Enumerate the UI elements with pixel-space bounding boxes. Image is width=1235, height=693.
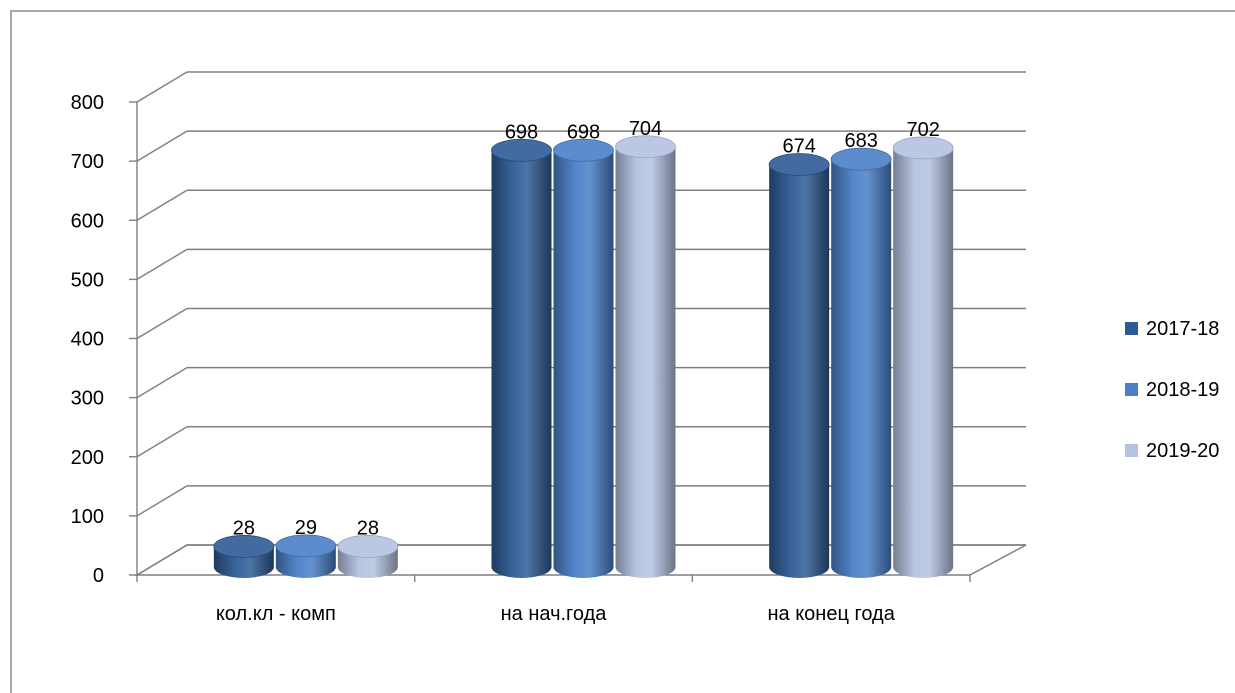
x-category-label: на конец года bbox=[767, 603, 895, 625]
legend-swatch bbox=[1125, 444, 1138, 457]
y-axis-ticks: 0 100 200 300 400 500 600 700 800 bbox=[71, 92, 137, 587]
y-tick-label: 500 bbox=[71, 269, 104, 291]
y-tick-label: 100 bbox=[71, 506, 104, 528]
legend-label: 2017-18 bbox=[1146, 318, 1219, 340]
bar bbox=[615, 135, 676, 578]
bars bbox=[213, 135, 954, 578]
data-label: 702 bbox=[906, 119, 939, 141]
bar bbox=[892, 136, 954, 578]
y-tick-label: 400 bbox=[71, 329, 104, 351]
data-label: 698 bbox=[567, 121, 600, 143]
y-tick-label: 300 bbox=[71, 388, 104, 410]
data-labels: 28 29 28 698 698 704 674 683 702 bbox=[233, 118, 940, 540]
x-category-label: на нач.года bbox=[501, 603, 608, 625]
category-labels: кол.кл - комп на нач.года на конец года bbox=[216, 603, 896, 625]
legend: 2017-18 2018-19 2019-20 bbox=[1125, 318, 1219, 462]
y-tick-label: 800 bbox=[71, 92, 104, 114]
gridline-depth bbox=[136, 248, 188, 280]
data-label: 704 bbox=[629, 118, 662, 140]
data-label: 29 bbox=[295, 517, 317, 539]
gridline-depth bbox=[136, 485, 188, 517]
gridline-depth bbox=[136, 71, 188, 103]
y-tick-label: 600 bbox=[71, 210, 104, 232]
y-tick-label: 700 bbox=[71, 151, 104, 173]
data-label: 28 bbox=[357, 517, 379, 539]
gridline-depth bbox=[136, 189, 188, 221]
x-category-label: кол.кл - комп bbox=[216, 603, 336, 625]
bar bbox=[553, 138, 614, 578]
bar bbox=[491, 138, 552, 578]
y-tick-label: 0 bbox=[93, 565, 104, 587]
bar bbox=[275, 534, 337, 578]
bar bbox=[768, 153, 830, 578]
data-label: 674 bbox=[782, 135, 815, 157]
gridline-depth bbox=[136, 426, 188, 458]
legend-label: 2018-19 bbox=[1146, 379, 1219, 401]
gridline-depth bbox=[136, 544, 188, 576]
legend-swatch bbox=[1125, 383, 1138, 396]
legend-swatch bbox=[1125, 322, 1138, 335]
data-label: 698 bbox=[505, 121, 538, 143]
chart-border bbox=[10, 10, 1235, 693]
x-axis bbox=[136, 575, 971, 582]
bar bbox=[830, 147, 892, 578]
gridline-depth bbox=[136, 130, 188, 162]
legend-label: 2019-20 bbox=[1146, 440, 1219, 462]
bar bbox=[213, 535, 275, 578]
y-tick-label: 200 bbox=[71, 447, 104, 469]
gridline-depth bbox=[136, 307, 188, 340]
data-label: 28 bbox=[233, 517, 255, 539]
bar bbox=[337, 535, 399, 578]
data-label: 683 bbox=[844, 130, 877, 152]
gridline-depth bbox=[136, 367, 188, 399]
